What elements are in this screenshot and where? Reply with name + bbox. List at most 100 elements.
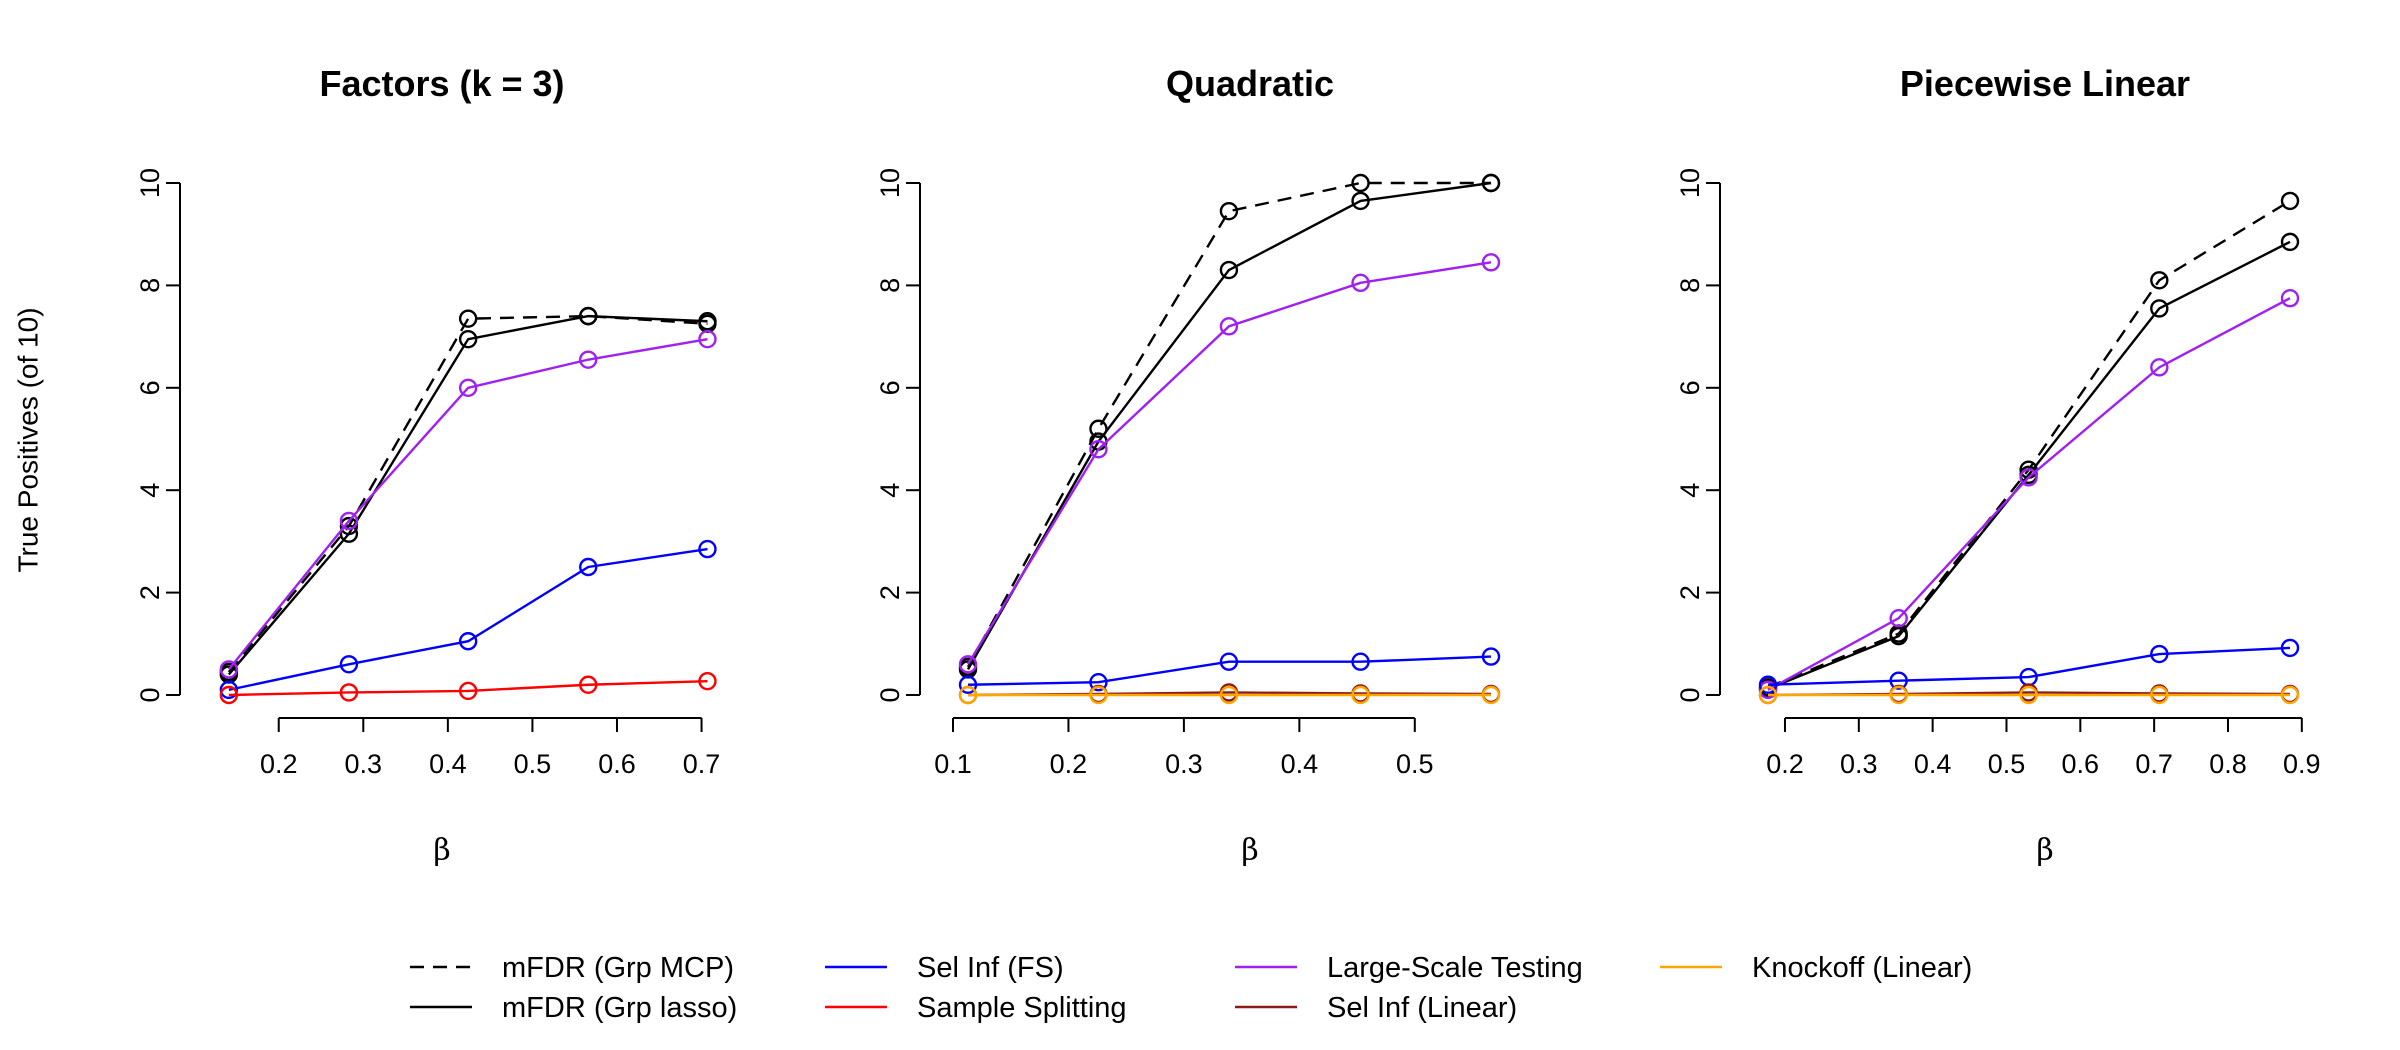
x-tick-label: 0.2	[1766, 749, 1804, 779]
data-point	[1758, 685, 1778, 705]
legend-item: Sample Splitting	[825, 992, 1127, 1024]
series-knockoff-linear	[958, 685, 1501, 705]
data-point	[219, 685, 239, 705]
series-sample-splitting	[219, 671, 717, 705]
x-tick-label: 0.4	[1281, 749, 1319, 779]
legend-label: mFDR (Grp MCP)	[502, 952, 734, 984]
data-point	[1758, 675, 1778, 694]
x-tick-label: 0.2	[260, 749, 298, 779]
data-point	[2150, 271, 2169, 290]
y-tick-label: 10	[135, 168, 165, 198]
legend-item: mFDR (Grp lasso)	[410, 992, 737, 1024]
data-point	[1758, 680, 1778, 700]
data-point	[2150, 299, 2169, 318]
data-point	[2019, 685, 2038, 705]
data-point	[219, 660, 239, 679]
data-point	[1889, 609, 1908, 628]
series-mfdr-grp-lasso	[1758, 232, 2300, 699]
y-tick-label: 4	[135, 483, 165, 498]
y-tick-label: 0	[875, 687, 905, 702]
series-large-scale-testing	[958, 253, 1501, 674]
y-tick-label: 2	[135, 585, 165, 600]
data-point	[458, 378, 478, 397]
data-point	[1219, 317, 1239, 336]
series-line	[228, 679, 708, 697]
x-tick-label: 0.7	[2135, 749, 2173, 779]
x-axis-label: β	[2036, 833, 2053, 868]
x-tick-label: 0.2	[1050, 749, 1088, 779]
x-axis-label: β	[433, 833, 450, 868]
panel-title: Factors (k = 3)	[319, 63, 564, 104]
data-point	[1889, 685, 1908, 705]
series-knockoff-linear	[1758, 685, 2300, 705]
y-tick-label: 8	[135, 278, 165, 293]
data-point	[1481, 173, 1501, 193]
legend-label: Knockoff (Linear)	[1752, 952, 1972, 984]
data-point	[698, 329, 717, 349]
series-mfdr-grp-mcp	[958, 173, 1501, 677]
data-point	[579, 350, 598, 369]
series-line	[227, 314, 708, 676]
panel-3: Piecewise Linear 0 2 4 6 8 10 0.2 0.3 0.4 0.5 0.6 0.…	[1675, 63, 2321, 868]
series-large-scale-testing	[1758, 289, 2300, 700]
data-point	[698, 312, 717, 331]
data-point	[579, 306, 598, 326]
legend-label: Sample Splitting	[917, 992, 1127, 1024]
legend-item: Sel Inf (Linear)	[1235, 992, 1517, 1024]
x-tick-label: 0.5	[514, 749, 552, 779]
y-tick-label: 10	[1675, 168, 1705, 198]
x-tick-label: 0.1	[934, 749, 972, 779]
data-point	[1351, 191, 1370, 211]
data-point	[219, 680, 239, 700]
legend-item: mFDR (Grp MCP)	[410, 952, 734, 984]
y-tick-label: 0	[1675, 687, 1705, 702]
data-point	[958, 675, 978, 694]
x-axis-label: β	[1241, 833, 1258, 868]
x-tick-label: 0.3	[345, 749, 383, 779]
y-axis-label: True Positives (of 10)	[13, 307, 44, 572]
data-point	[458, 681, 478, 701]
data-point	[2150, 358, 2169, 377]
y-tick-label: 2	[1675, 585, 1705, 600]
y-tick-label: 0	[135, 687, 165, 702]
series-mfdr-grp-lasso	[958, 173, 1501, 679]
data-point	[339, 511, 359, 531]
y-tick-label: 4	[875, 483, 905, 498]
data-point	[1481, 253, 1501, 272]
x-tick-label: 0.3	[1165, 749, 1203, 779]
series-line	[1767, 646, 2291, 686]
legend-label: Sel Inf (Linear)	[1327, 992, 1517, 1024]
y-tick-label: 8	[875, 278, 905, 293]
data-point	[958, 655, 978, 674]
series-mfdr-grp-lasso	[219, 306, 717, 684]
data-point	[458, 632, 478, 651]
x-tick-label: 0.5	[1396, 749, 1434, 779]
data-point	[1351, 273, 1370, 293]
legend-label: Sel Inf (FS)	[917, 952, 1064, 984]
y-tick-label: 10	[875, 168, 905, 198]
series-line	[1767, 199, 2291, 689]
series-sel-inf-fs	[958, 647, 1501, 694]
y-tick-label: 4	[1675, 483, 1705, 498]
data-point	[2280, 638, 2300, 658]
x-tick-label: 0.9	[2283, 749, 2321, 779]
x-tick-label: 0.5	[1988, 749, 2026, 779]
series-line	[966, 181, 1492, 670]
data-point	[1889, 626, 1908, 646]
y-tick-label: 6	[135, 380, 165, 395]
series-line	[227, 314, 708, 673]
legend-item: Knockoff (Linear)	[1660, 952, 1972, 984]
data-point	[339, 655, 359, 674]
data-point	[1481, 647, 1501, 666]
data-point	[958, 685, 978, 705]
legend: mFDR (Grp MCP) mFDR (Grp lasso) Sel Inf (F…	[410, 952, 1972, 1024]
x-tick-label: 0.4	[429, 749, 467, 779]
panel-title: Piecewise Linear	[1900, 63, 2190, 104]
data-point	[1351, 685, 1370, 705]
data-point	[1089, 440, 1108, 459]
data-point	[698, 539, 717, 559]
y-tick-label: 6	[875, 380, 905, 395]
data-point	[1351, 173, 1370, 193]
y-tick-label: 8	[1675, 278, 1705, 293]
